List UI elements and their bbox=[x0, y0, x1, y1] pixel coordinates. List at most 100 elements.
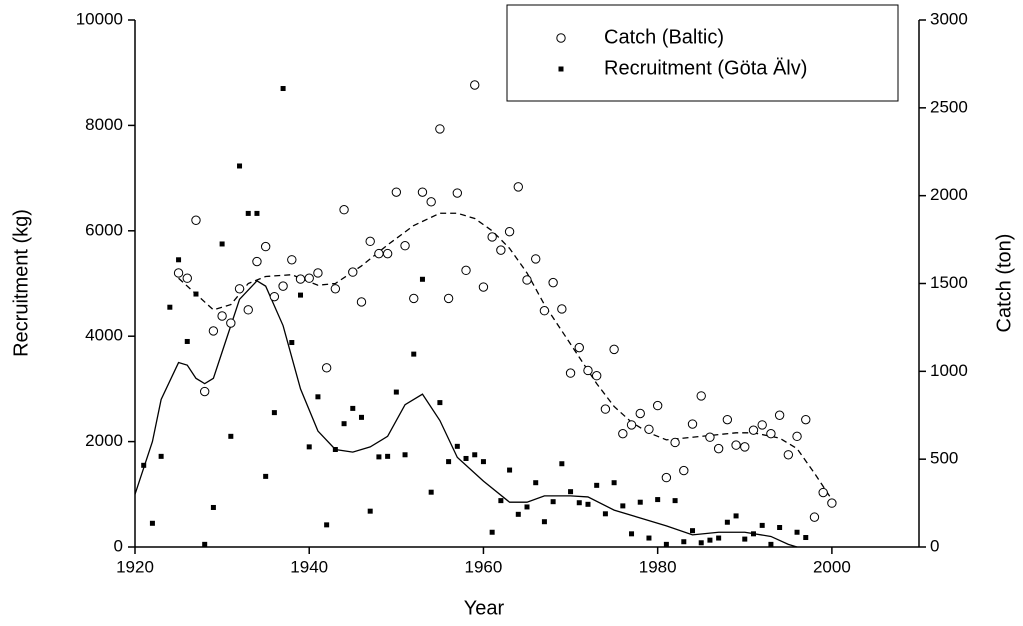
x-tick-label: 1920 bbox=[116, 557, 154, 576]
point bbox=[731, 440, 741, 450]
x-tick-label: 2000 bbox=[813, 557, 851, 576]
legend-box bbox=[506, 4, 899, 102]
point bbox=[324, 522, 330, 528]
point bbox=[234, 284, 245, 294]
point bbox=[454, 443, 460, 449]
point bbox=[287, 255, 297, 265]
point bbox=[419, 276, 425, 282]
point bbox=[679, 465, 689, 476]
point bbox=[663, 541, 669, 547]
point bbox=[306, 444, 312, 450]
point bbox=[298, 292, 304, 298]
point bbox=[809, 512, 820, 522]
y2-tick-label: 0 bbox=[930, 536, 939, 555]
point bbox=[750, 531, 756, 537]
point bbox=[618, 428, 628, 439]
x-tick-label: 1940 bbox=[290, 557, 328, 576]
point bbox=[480, 459, 486, 465]
point bbox=[724, 519, 730, 525]
point bbox=[722, 414, 733, 425]
point bbox=[252, 256, 262, 267]
point bbox=[402, 452, 408, 458]
point bbox=[803, 535, 809, 541]
point bbox=[452, 188, 463, 198]
y-tick-label: 6000 bbox=[85, 220, 123, 239]
point bbox=[757, 420, 767, 430]
point bbox=[533, 480, 539, 486]
point bbox=[487, 232, 497, 242]
point bbox=[374, 248, 384, 259]
point bbox=[748, 425, 759, 435]
point bbox=[141, 462, 147, 468]
point bbox=[217, 311, 227, 321]
point bbox=[332, 447, 338, 453]
point bbox=[348, 267, 358, 277]
point bbox=[478, 282, 489, 292]
point bbox=[271, 410, 277, 416]
trend-line bbox=[178, 212, 833, 500]
point bbox=[716, 535, 722, 541]
point bbox=[341, 421, 347, 427]
y-tick-label: 8000 bbox=[85, 115, 123, 134]
point bbox=[626, 420, 637, 430]
point bbox=[382, 248, 393, 259]
x-tick-label: 1980 bbox=[639, 557, 677, 576]
point bbox=[210, 504, 216, 510]
point bbox=[652, 400, 663, 411]
point bbox=[330, 284, 341, 294]
point bbox=[766, 428, 776, 439]
point bbox=[417, 187, 428, 197]
point bbox=[681, 539, 687, 545]
point bbox=[228, 433, 234, 439]
point bbox=[489, 529, 495, 535]
point bbox=[568, 489, 574, 495]
legend-label: Catch (Baltic) bbox=[604, 26, 724, 48]
point bbox=[524, 504, 530, 510]
point bbox=[173, 268, 184, 278]
point bbox=[461, 265, 471, 276]
point bbox=[548, 277, 558, 288]
point bbox=[539, 306, 550, 316]
point bbox=[367, 508, 373, 514]
point bbox=[602, 511, 608, 517]
point bbox=[740, 442, 750, 452]
point bbox=[428, 489, 434, 495]
point bbox=[620, 503, 626, 509]
point bbox=[783, 450, 794, 460]
point bbox=[263, 473, 269, 479]
point bbox=[531, 254, 541, 264]
point bbox=[176, 257, 182, 263]
x-tick-label: 1960 bbox=[465, 557, 503, 576]
point bbox=[635, 408, 645, 419]
point bbox=[237, 163, 243, 169]
y-tick-label: 0 bbox=[114, 536, 123, 555]
point bbox=[226, 318, 236, 328]
legend-label: Recruitment (Göta Älv) bbox=[604, 57, 807, 79]
point bbox=[358, 414, 364, 420]
point bbox=[696, 391, 706, 401]
point bbox=[827, 498, 837, 508]
point bbox=[515, 511, 521, 517]
point bbox=[513, 182, 523, 192]
point bbox=[426, 197, 436, 207]
point bbox=[280, 86, 286, 92]
point bbox=[522, 275, 532, 285]
point bbox=[794, 529, 800, 535]
y-axis-label: Recruitment (kg) bbox=[10, 209, 32, 357]
point bbox=[733, 513, 739, 519]
point bbox=[609, 344, 619, 355]
point bbox=[646, 535, 652, 541]
y2-tick-label: 500 bbox=[930, 449, 958, 468]
y2-tick-label: 1500 bbox=[930, 273, 968, 292]
point bbox=[149, 520, 155, 526]
point bbox=[557, 304, 567, 314]
point bbox=[637, 499, 643, 505]
point bbox=[774, 410, 785, 420]
point bbox=[698, 540, 704, 546]
legend-marker bbox=[558, 66, 564, 72]
point bbox=[184, 338, 190, 344]
point bbox=[167, 304, 173, 310]
y-tick-label: 2000 bbox=[85, 431, 123, 450]
point bbox=[182, 273, 192, 283]
